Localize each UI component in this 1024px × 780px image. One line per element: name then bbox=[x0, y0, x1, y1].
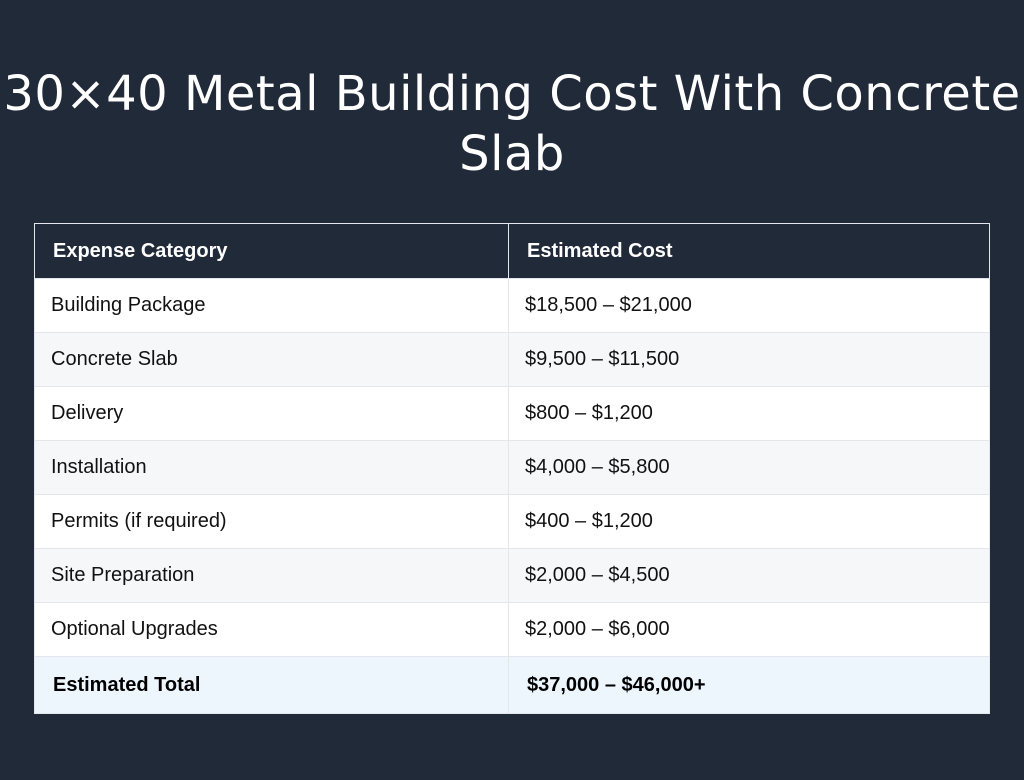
table-row: Concrete Slab $9,500 – $11,500 bbox=[34, 332, 990, 387]
estimated-cost-cell: $4,000 – $5,800 bbox=[508, 440, 990, 495]
cost-table: Expense Category Estimated Cost Building… bbox=[34, 223, 990, 714]
expense-category-cell: Delivery bbox=[34, 386, 509, 441]
estimated-cost-cell: $2,000 – $4,500 bbox=[508, 548, 990, 603]
estimated-cost-cell: $9,500 – $11,500 bbox=[508, 332, 990, 387]
column-header-expense-category: Expense Category bbox=[34, 223, 509, 279]
column-header-estimated-cost: Estimated Cost bbox=[508, 223, 990, 279]
table-row: Optional Upgrades $2,000 – $6,000 bbox=[34, 602, 990, 657]
expense-category-cell: Optional Upgrades bbox=[34, 602, 509, 657]
total-row: Estimated Total $37,000 – $46,000+ bbox=[34, 656, 990, 714]
expense-category-cell: Building Package bbox=[34, 278, 509, 333]
table-row: Installation $4,000 – $5,800 bbox=[34, 440, 990, 495]
estimated-cost-cell: $2,000 – $6,000 bbox=[508, 602, 990, 657]
expense-category-cell: Installation bbox=[34, 440, 509, 495]
estimated-cost-cell: $18,500 – $21,000 bbox=[508, 278, 990, 333]
expense-category-cell: Concrete Slab bbox=[34, 332, 509, 387]
total-cost-cell: $37,000 – $46,000+ bbox=[508, 656, 990, 714]
estimated-cost-cell: $800 – $1,200 bbox=[508, 386, 990, 441]
table-row: Delivery $800 – $1,200 bbox=[34, 386, 990, 441]
table-row: Site Preparation $2,000 – $4,500 bbox=[34, 548, 990, 603]
table-row: Permits (if required) $400 – $1,200 bbox=[34, 494, 990, 549]
estimated-cost-cell: $400 – $1,200 bbox=[508, 494, 990, 549]
table-header-row: Expense Category Estimated Cost bbox=[34, 223, 990, 279]
expense-category-cell: Site Preparation bbox=[34, 548, 509, 603]
page-title: 30×40 Metal Building Cost With Concrete … bbox=[3, 66, 1021, 182]
table-row: Building Package $18,500 – $21,000 bbox=[34, 278, 990, 333]
total-label-cell: Estimated Total bbox=[34, 656, 509, 714]
expense-category-cell: Permits (if required) bbox=[34, 494, 509, 549]
